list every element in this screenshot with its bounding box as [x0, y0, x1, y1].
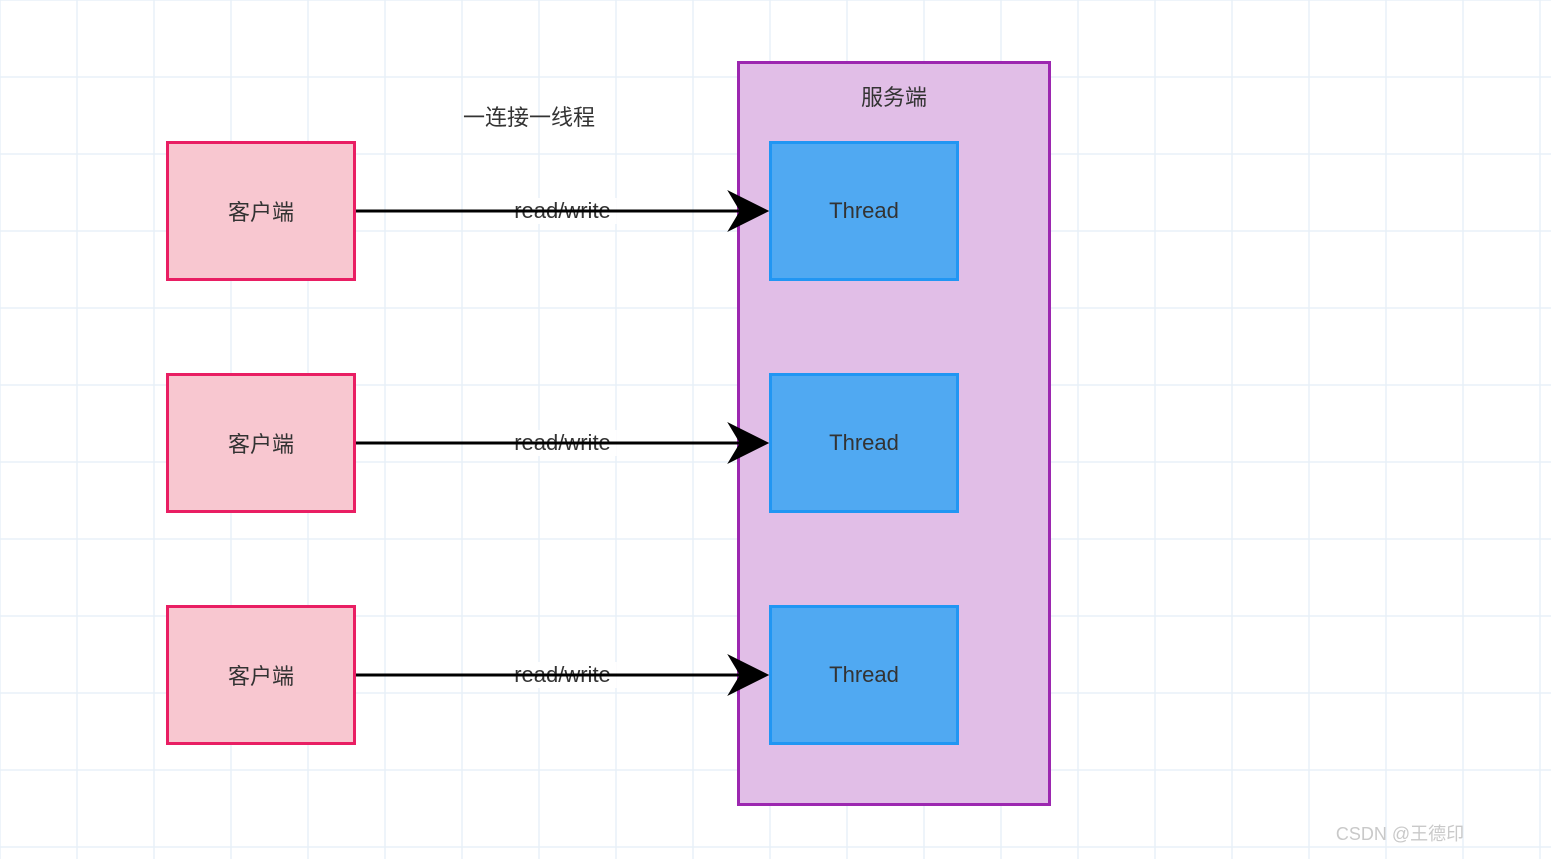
thread-box-label: Thread: [829, 198, 899, 224]
client-box-label: 客户端: [228, 659, 294, 691]
edge-label: read/write: [508, 662, 617, 688]
thread-box-label: Thread: [829, 430, 899, 456]
client-box-label: 客户端: [228, 427, 294, 459]
client-box: 客户端: [166, 373, 356, 513]
edge-label: read/write: [508, 198, 617, 224]
diagram-title: 一连接一线程: [463, 100, 595, 132]
client-box-label: 客户端: [228, 195, 294, 227]
diagram-canvas: 服务端客户端客户端客户端ThreadThreadThreadread/write…: [0, 0, 1551, 859]
server-label: 服务端: [861, 80, 927, 112]
edge-label: read/write: [508, 430, 617, 456]
thread-box-label: Thread: [829, 662, 899, 688]
client-box: 客户端: [166, 141, 356, 281]
thread-box: Thread: [769, 373, 959, 513]
thread-box: Thread: [769, 141, 959, 281]
thread-box: Thread: [769, 605, 959, 745]
client-box: 客户端: [166, 605, 356, 745]
watermark: CSDN @王德印: [1336, 820, 1464, 846]
